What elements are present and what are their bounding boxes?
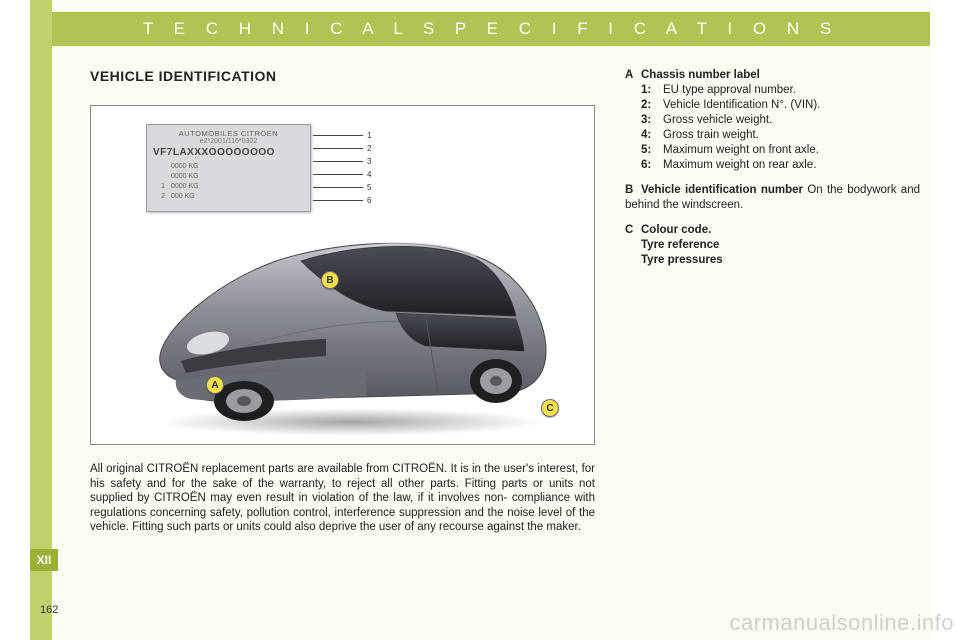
vin-weight-lbl: 1	[153, 182, 171, 192]
leader-num: 1	[363, 131, 371, 140]
leader-num: 5	[363, 183, 371, 192]
key: 5:	[641, 143, 663, 158]
vin-leader-lines: 1 2 3 4 5 6	[313, 129, 371, 207]
marker-c: C	[541, 399, 559, 417]
title-b: Vehicle identification number	[641, 184, 803, 196]
vin-weight-val: 0000 KG	[171, 182, 199, 192]
vin-plate-eutype: e2*2001/116*0302	[153, 138, 304, 145]
val: Vehicle Identification N°. (VIN).	[663, 98, 820, 113]
page-number: 162	[40, 604, 58, 616]
val: Maximum weight on rear axle.	[663, 158, 816, 173]
leader-num: 3	[363, 157, 371, 166]
left-accent-stripe	[30, 0, 52, 640]
right-column: AChassis number label 1:EU type approval…	[625, 68, 920, 278]
watermark: carmanualsonline.info	[729, 610, 954, 636]
block-b: BVehicle identification number On the bo…	[625, 183, 920, 213]
letter-b: B	[625, 183, 641, 198]
marker-b: B	[321, 271, 339, 289]
val: Gross train weight.	[663, 128, 759, 143]
chapter-tab: XII	[30, 549, 58, 571]
vin-plate-vin: VF7LAXXXOOOOOOOO	[153, 147, 304, 158]
header-band: T E C H N I C A L S P E C I F I C A T I …	[52, 12, 930, 46]
marker-a: A	[206, 376, 224, 394]
val: Maximum weight on front axle.	[663, 143, 819, 158]
block-a: AChassis number label 1:EU type approval…	[625, 68, 920, 173]
vin-weight-lbl	[153, 162, 171, 172]
line-c3: Tyre pressures	[641, 254, 723, 266]
key: 6:	[641, 158, 663, 173]
vin-weight-lbl	[153, 172, 171, 182]
leader-num: 2	[363, 144, 371, 153]
block-c: CColour code. Tyre reference Tyre pressu…	[625, 223, 920, 268]
list-a: 1:EU type approval number. 2:Vehicle Ide…	[641, 83, 920, 173]
car-illustration	[126, 201, 576, 441]
vin-plate-weights: 0000 KG 0000 KG 10000 KG 2000 KG	[153, 162, 304, 202]
key: 1:	[641, 83, 663, 98]
line-c1: Colour code.	[641, 224, 711, 236]
letter-a: A	[625, 68, 641, 83]
val: EU type approval number.	[663, 83, 796, 98]
key: 4:	[641, 128, 663, 143]
key: 2:	[641, 98, 663, 113]
line-c2: Tyre reference	[641, 239, 719, 251]
vehicle-figure: AUTOMOBILES CITROEN e2*2001/116*0302 VF7…	[90, 105, 595, 445]
body-paragraph: All original CITROËN replacement parts a…	[90, 462, 595, 535]
leader-num: 4	[363, 170, 371, 179]
letter-c: C	[625, 223, 641, 238]
vin-weight-val: 0000 KG	[171, 162, 199, 172]
section-title: VEHICLE IDENTIFICATION	[90, 68, 277, 84]
vin-plate-brand: AUTOMOBILES CITROEN	[153, 129, 304, 138]
val: Gross vehicle weight.	[663, 113, 772, 128]
vin-plate: AUTOMOBILES CITROEN e2*2001/116*0302 VF7…	[146, 124, 311, 212]
car-shadow	[156, 408, 546, 436]
title-a: Chassis number label	[641, 69, 760, 81]
key: 3:	[641, 113, 663, 128]
car-svg	[126, 201, 576, 441]
vin-weight-val: 0000 KG	[171, 172, 199, 182]
